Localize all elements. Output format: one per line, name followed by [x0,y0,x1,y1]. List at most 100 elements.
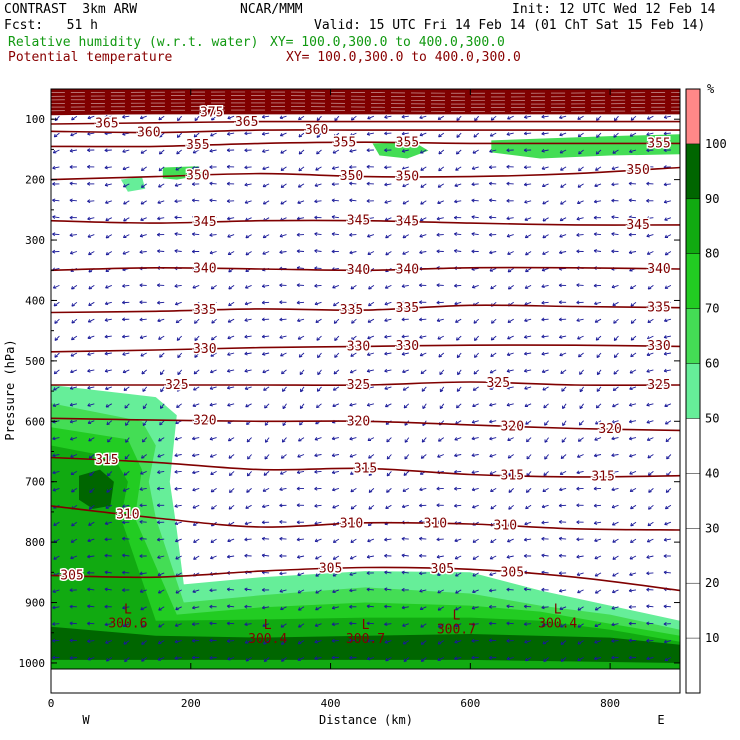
wind-vector [52,232,60,237]
wind-vector [506,352,514,357]
wind-vector [663,318,672,323]
wind-vector [226,164,235,169]
wind-vector [334,115,340,122]
wind-vector [596,386,602,392]
wind-vector [507,318,514,323]
wind-vector [664,403,672,407]
wind-vector [629,488,637,492]
wind-vector [280,470,287,475]
wind-vector [281,437,287,443]
low-value: 300.4 [538,617,577,632]
wind-vector [174,301,182,306]
wind-vector [104,182,112,187]
wind-vector [192,149,200,154]
wind-vector [122,369,130,374]
wind-vector [368,504,375,510]
wind-vector [262,200,270,205]
wind-vector [525,268,532,273]
theta-label: 350 [186,168,209,183]
wind-vector [331,232,339,237]
wind-vector [437,657,444,661]
wind-vector [490,538,497,544]
wind-vector [419,571,427,576]
wind-vector [523,587,532,592]
wind-vector [107,454,113,460]
wind-vector [158,115,165,121]
wind-vector [576,537,584,542]
wind-vector [228,301,235,307]
wind-vector [88,521,95,526]
wind-vector [88,251,95,256]
wind-vector [489,267,497,272]
wind-vector [541,267,549,272]
wind-vector [541,504,549,509]
wind-vector [70,352,78,357]
wind-vector [524,301,532,306]
wind-vector [261,131,270,136]
wind-vector [104,334,112,339]
wind-vector [244,334,252,339]
wind-vector [349,386,357,390]
wind-vector [386,488,392,493]
wind-vector [69,181,77,186]
wind-vector [209,655,217,660]
wind-vector [261,317,270,322]
wind-vector [559,352,567,357]
wind-vector [296,537,305,542]
colorbar-unit: % [707,82,715,96]
theta-label: 350 [396,170,419,185]
wind-vector [140,132,147,137]
wind-vector [488,215,497,220]
wind-vector [401,553,409,558]
wind-vector [349,604,357,609]
wind-vector [158,166,165,172]
wind-vector [70,454,78,458]
wind-vector [262,183,270,188]
wind-vector [366,656,375,661]
wind-vector [156,283,165,288]
colorbar-segment [686,143,700,199]
theta-label: 320 [193,414,216,429]
wind-vector [279,554,287,558]
wind-vector [404,437,410,443]
wind-vector [647,318,654,324]
rh-region-5 [79,469,114,509]
wind-vector [437,115,445,120]
wind-vector [262,623,270,627]
wind-vector [122,553,130,558]
wind-vector [576,554,584,559]
wind-vector [506,385,514,390]
wind-vector [471,470,479,475]
field2-xy: XY= 100.0,300.0 to 400.0,300.0 [286,50,521,65]
wind-vector [316,403,322,409]
wind-vector [629,555,637,560]
wind-vector [664,234,672,239]
theta-contour-350 [51,166,680,181]
wind-vector [87,538,95,543]
colorbar-frame [685,88,701,694]
wind-vector [664,420,672,425]
wind-vector [420,166,427,171]
wind-vector [367,318,375,323]
wind-vector [105,403,113,408]
wind-vector [122,234,130,239]
wind-vector [366,368,375,373]
wind-vector [559,487,567,492]
wind-vector [351,318,357,324]
wind-vector [594,301,602,306]
wind-vector [384,640,392,644]
wind-vector [174,232,182,236]
wind-vector [523,182,532,187]
colorbar-segment [686,198,700,254]
wind-vector [471,215,479,220]
wind-vector [87,335,95,340]
wind-vector [52,165,60,170]
wind-vector [314,301,322,306]
wind-vector [559,234,567,238]
wind-vector [472,403,479,408]
wind-vector [489,132,497,137]
wind-vector [141,454,147,459]
wind-vector [541,369,549,374]
theta-contour-325 [51,381,680,387]
wind-vector [578,352,584,358]
